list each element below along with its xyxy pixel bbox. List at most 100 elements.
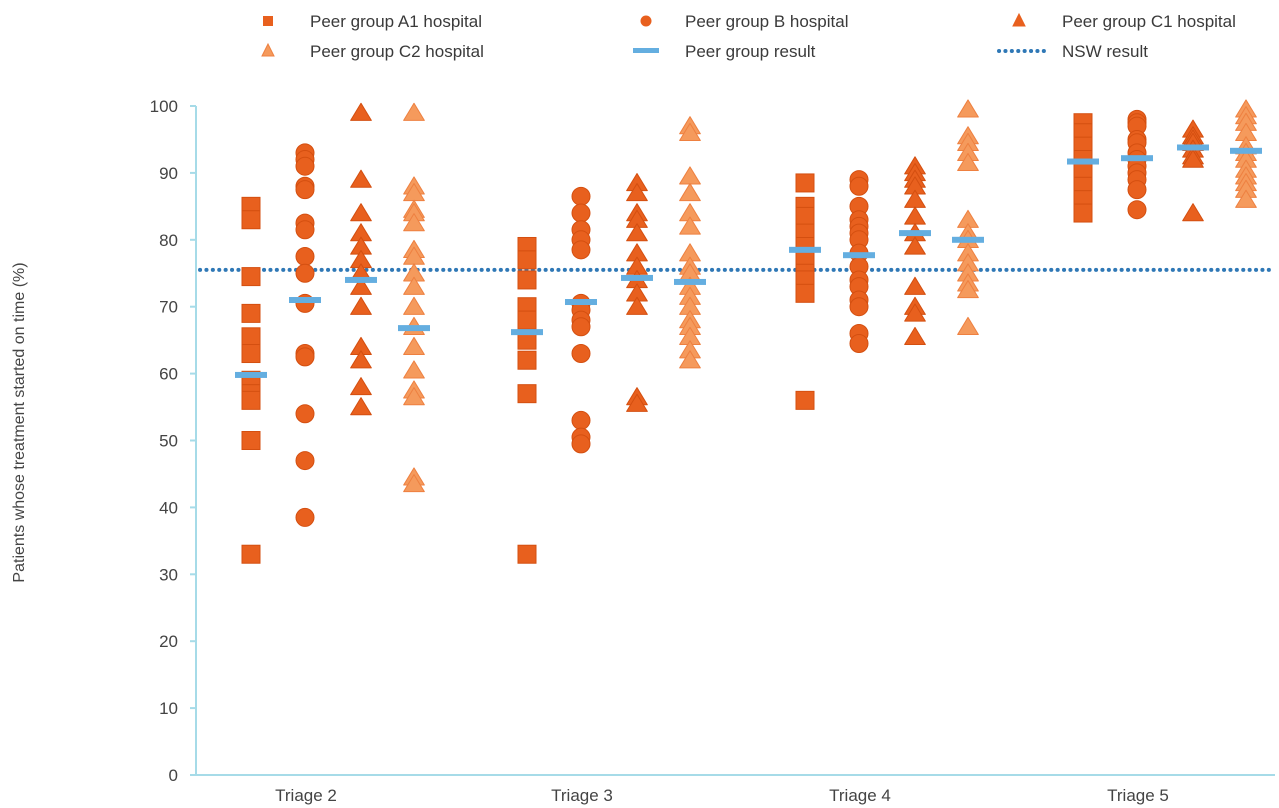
- y-tick-label: 80: [159, 231, 178, 250]
- legend-label: Peer group result: [685, 42, 816, 61]
- data-point: [571, 240, 591, 260]
- data-point: [295, 156, 315, 176]
- peer-group-result-mark: [1177, 144, 1209, 151]
- y-tick-label: 70: [159, 298, 178, 317]
- data-point: [295, 180, 315, 200]
- data-point: [626, 223, 648, 242]
- data-point: [904, 276, 926, 295]
- data-point: [957, 316, 979, 335]
- legend-marker-square-icon: [263, 16, 273, 26]
- data-point: [241, 303, 261, 323]
- y-tick-label: 30: [159, 565, 178, 584]
- data-point: [350, 102, 372, 121]
- legend-label: NSW result: [1062, 42, 1148, 61]
- peer-group-result-mark: [398, 325, 430, 332]
- data-point: [626, 296, 648, 315]
- data-point: [1235, 189, 1257, 208]
- legend-item-b: Peer group B hospital: [640, 12, 849, 31]
- axes: Patients whose treatment started on time…: [11, 97, 1275, 805]
- y-tick-label: 20: [159, 632, 178, 651]
- data-point: [1127, 180, 1147, 200]
- data-point: [350, 169, 372, 188]
- data-point: [849, 297, 869, 317]
- legend-label: Peer group B hospital: [685, 12, 849, 31]
- data-point: [241, 267, 261, 287]
- x-tick-label: Triage 2: [275, 786, 337, 805]
- data-point: [350, 296, 372, 315]
- peer-group-result-mark: [674, 278, 706, 285]
- peer-group-result-mark: [345, 276, 377, 283]
- data-point: [904, 326, 926, 345]
- peer-group-result-mark: [289, 297, 321, 304]
- data-point: [350, 377, 372, 396]
- data-point: [957, 99, 979, 118]
- legend-marker-dash-icon: [633, 48, 659, 53]
- y-tick-label: 90: [159, 164, 178, 183]
- data-point: [795, 390, 815, 410]
- data-point: [904, 206, 926, 225]
- data-point: [241, 390, 261, 410]
- legend-item-peer: Peer group result: [633, 42, 816, 61]
- peer-group-result-mark: [1121, 155, 1153, 162]
- data-point: [241, 544, 261, 564]
- peer-group-result-mark: [789, 246, 821, 253]
- data-point: [241, 327, 261, 347]
- y-axis-title: Patients whose treatment started on time…: [11, 262, 28, 582]
- legend-item-nsw: NSW result: [997, 42, 1148, 61]
- data-point: [517, 384, 537, 404]
- data-point: [679, 216, 701, 235]
- data-point: [517, 310, 537, 330]
- data-point: [295, 247, 315, 267]
- peer-group-result-mark: [843, 252, 875, 259]
- data-point: [904, 236, 926, 255]
- legend-label: Peer group A1 hospital: [310, 12, 482, 31]
- peer-group-result-mark: [565, 299, 597, 306]
- data-point: [241, 344, 261, 364]
- data-point: [795, 206, 815, 226]
- data-point: [679, 166, 701, 185]
- data-point: [957, 280, 979, 299]
- data-point: [795, 173, 815, 193]
- series-a1: [241, 113, 1093, 564]
- legend-label: Peer group C1 hospital: [1062, 12, 1236, 31]
- peer-group-result-mark: [1230, 147, 1262, 154]
- legend-label: Peer group C2 hospital: [310, 42, 484, 61]
- data-point: [350, 276, 372, 295]
- legend-item-a1: Peer group A1 hospital: [263, 12, 482, 31]
- series-c2: [403, 99, 1257, 493]
- data-point: [571, 344, 591, 364]
- peer-group-result-mark: [1067, 158, 1099, 165]
- legend-marker-triangle-icon: [261, 42, 275, 57]
- data-point: [679, 122, 701, 141]
- x-tick-label: Triage 5: [1107, 786, 1169, 805]
- peer-group-results: [235, 144, 1262, 378]
- legend: Peer group A1 hospital Peer group B hospi…: [261, 12, 1236, 61]
- data-point: [295, 347, 315, 367]
- data-point: [403, 296, 425, 315]
- data-point: [517, 270, 537, 290]
- data-point: [1182, 149, 1204, 168]
- data-point: [679, 183, 701, 202]
- data-point: [849, 333, 869, 353]
- data-point: [571, 434, 591, 454]
- data-point: [571, 317, 591, 337]
- data-point: [403, 336, 425, 356]
- legend-marker-triangle-icon: [1012, 12, 1026, 27]
- data-point: [1127, 200, 1147, 220]
- data-point: [571, 186, 591, 206]
- data-point: [517, 350, 537, 370]
- data-point: [350, 397, 372, 416]
- data-point: [295, 404, 315, 424]
- data-point: [295, 507, 315, 527]
- peer-group-result-mark: [235, 371, 267, 378]
- y-tick-label: 0: [169, 766, 178, 785]
- data-point: [795, 283, 815, 303]
- data-point: [849, 176, 869, 196]
- data-point: [295, 263, 315, 283]
- data-point: [295, 220, 315, 240]
- data-point: [679, 350, 701, 369]
- legend-marker-circle-icon: [640, 15, 652, 27]
- peer-group-result-mark: [621, 274, 653, 281]
- data-point: [957, 152, 979, 172]
